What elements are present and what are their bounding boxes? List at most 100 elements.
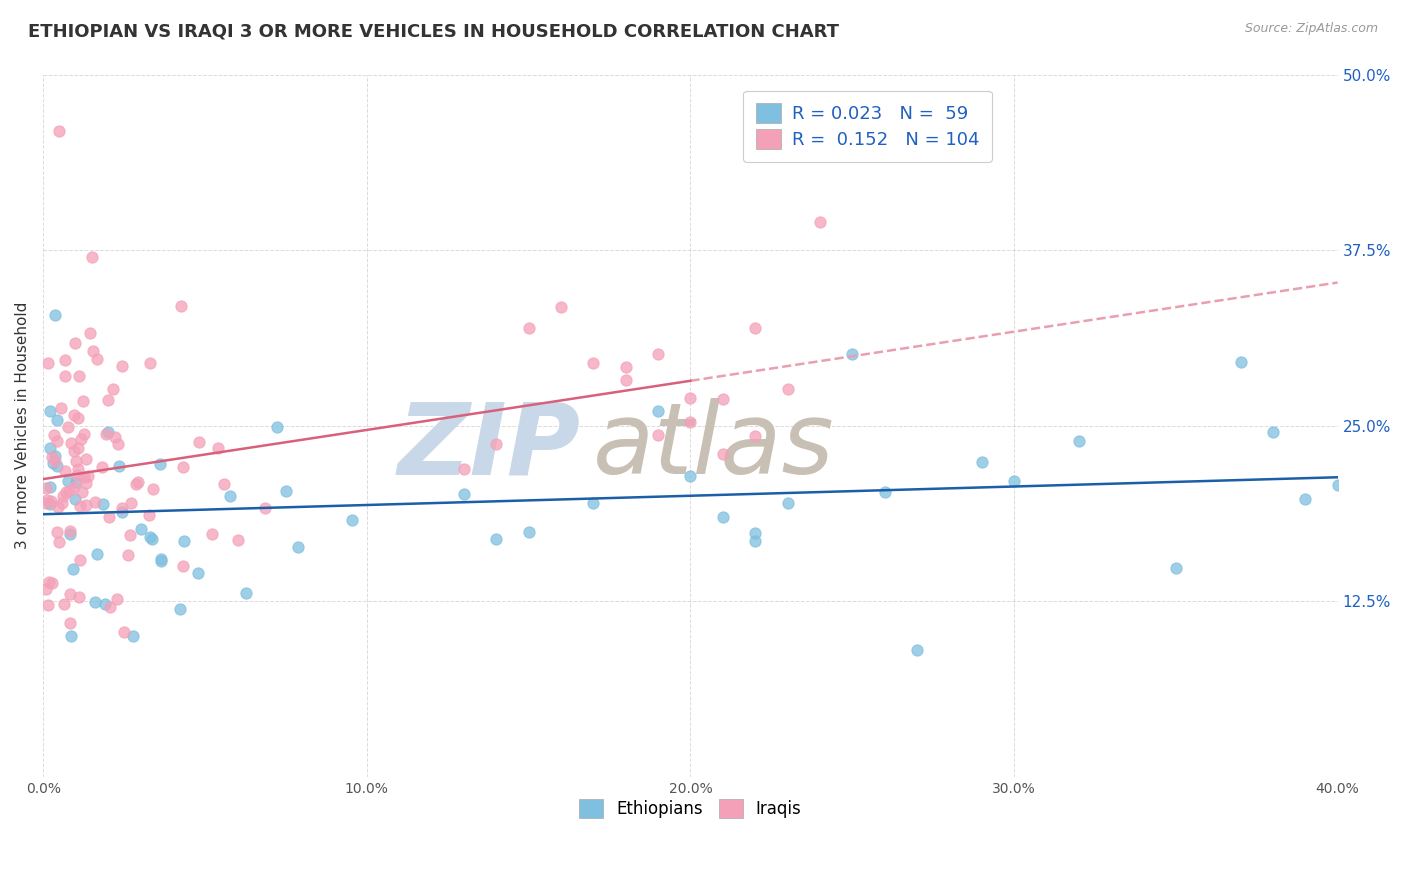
Point (75, 451, 97, 466)
Point (53, 369, 76, 384)
Point (82, 344, 104, 359)
Point (94, 597, 117, 611)
Text: Source: ZipAtlas.com: Source: ZipAtlas.com (1244, 22, 1378, 36)
Point (45, 525, 67, 540)
Point (44, 449, 66, 463)
Point (776, 382, 799, 396)
Point (1229, 355, 1251, 369)
Point (172, 459, 194, 474)
Point (139, 530, 162, 544)
Point (485, 532, 508, 546)
Point (111, 501, 134, 516)
Point (66, 441, 89, 455)
Point (37, 355, 59, 369)
Point (75, 498, 97, 512)
Point (101, 382, 124, 396)
Point (72, 427, 94, 442)
Point (127, 475, 149, 489)
Point (45, 459, 67, 474)
Point (37, 492, 59, 507)
Legend: Ethiopians, Iraqis: Ethiopians, Iraqis (572, 793, 808, 825)
Point (614, 373, 637, 387)
Point (104, 430, 127, 444)
Point (142, 482, 165, 496)
Point (550, 300, 572, 314)
Point (188, 435, 211, 450)
Point (340, 513, 363, 527)
Point (647, 428, 669, 442)
Point (173, 534, 195, 549)
Point (120, 528, 142, 542)
Point (150, 554, 173, 568)
Point (51, 401, 73, 415)
Point (776, 496, 799, 510)
Point (62, 562, 84, 576)
Point (51, 495, 73, 509)
Point (53, 597, 76, 611)
Point (66, 468, 89, 483)
Point (59, 527, 82, 541)
Point (48, 124, 70, 138)
Point (63, 480, 86, 494)
Point (60, 435, 83, 450)
Point (1067, 434, 1090, 448)
Point (107, 436, 129, 450)
Point (59, 616, 82, 631)
Point (44, 454, 66, 468)
Point (1002, 474, 1025, 488)
Point (112, 625, 135, 640)
Point (86, 547, 108, 561)
Point (582, 356, 605, 370)
Point (711, 447, 734, 461)
Point (67, 411, 90, 425)
Point (131, 523, 153, 537)
Point (69, 553, 91, 567)
Point (77, 468, 100, 483)
Point (73, 469, 96, 483)
Point (582, 495, 605, 509)
Point (65, 491, 87, 506)
Point (70, 484, 93, 499)
Point (679, 415, 702, 429)
Point (139, 356, 162, 370)
Point (117, 549, 139, 563)
Point (485, 437, 508, 451)
Point (98, 510, 121, 524)
Point (67, 461, 90, 475)
Point (744, 429, 766, 443)
Point (37, 598, 59, 612)
Point (98, 600, 121, 615)
Point (122, 629, 145, 643)
Point (35, 582, 58, 596)
Point (111, 505, 134, 519)
Point (65, 454, 87, 468)
Point (453, 461, 475, 475)
Point (38, 442, 60, 456)
Point (141, 532, 163, 546)
Point (1294, 491, 1316, 506)
Point (44, 308, 66, 322)
Point (201, 526, 224, 541)
Point (59, 629, 82, 643)
Point (207, 442, 229, 456)
Point (711, 392, 734, 406)
Point (83, 595, 105, 609)
Point (744, 321, 766, 335)
Point (41, 450, 63, 465)
Point (90, 460, 112, 475)
Point (105, 591, 128, 606)
Point (228, 533, 250, 548)
Text: ETHIOPIAN VS IRAQI 3 OR MORE VEHICLES IN HOUSEHOLD CORRELATION CHART: ETHIOPIAN VS IRAQI 3 OR MORE VEHICLES IN… (28, 22, 839, 40)
Point (76, 475, 98, 490)
Point (53, 465, 76, 479)
Point (873, 485, 896, 500)
Point (42, 456, 65, 470)
Point (65, 475, 87, 490)
Point (35, 482, 58, 496)
Point (1261, 425, 1284, 440)
Point (125, 476, 148, 491)
Point (517, 320, 540, 334)
Point (86, 351, 108, 366)
Point (970, 455, 993, 469)
Point (48, 500, 70, 514)
